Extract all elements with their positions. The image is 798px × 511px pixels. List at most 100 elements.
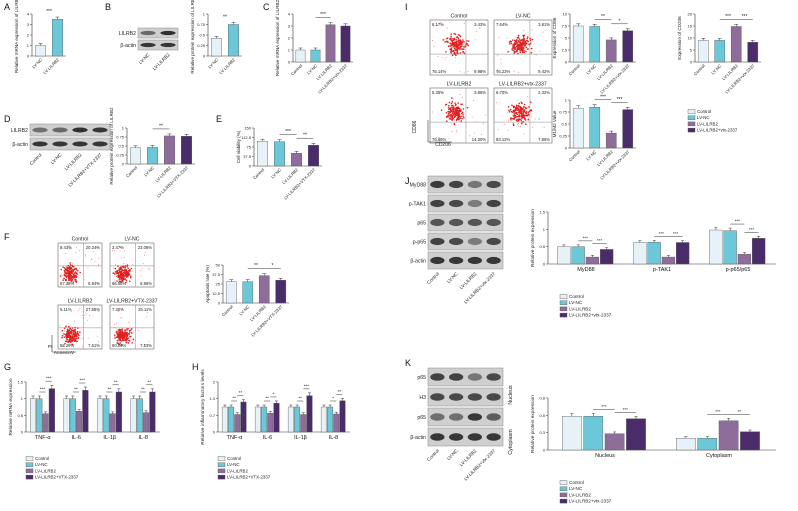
panel-letter-b: B xyxy=(105,2,111,12)
flow-event xyxy=(454,41,456,43)
flow-event xyxy=(119,334,121,337)
flow-event xyxy=(456,131,458,133)
flow-event xyxy=(94,260,96,262)
flow-event xyxy=(64,330,66,332)
flow-event xyxy=(68,333,71,336)
blot-side-label: Nucleus xyxy=(508,385,514,405)
flow-event xyxy=(60,273,62,275)
blot-band xyxy=(160,30,176,36)
flow-event xyxy=(527,113,530,115)
flow-event xyxy=(64,333,67,336)
flow-event xyxy=(453,123,456,126)
flow-event xyxy=(98,257,100,259)
significance-mark: *** xyxy=(742,14,748,20)
flow-event xyxy=(68,244,70,246)
significance-mark: *** xyxy=(623,407,629,412)
quadrant-value: 5.43% xyxy=(60,245,72,250)
flow-event xyxy=(84,255,86,257)
flow-event xyxy=(125,335,127,337)
blot-band xyxy=(486,180,501,189)
flow-plot-frame xyxy=(109,242,155,288)
bar-lv-nc xyxy=(211,38,222,57)
quadrant-value: 5.11% xyxy=(60,307,72,312)
flow-event xyxy=(460,46,462,48)
flow-event xyxy=(73,336,76,338)
flow-event xyxy=(455,36,458,39)
y-axis-label: Relative protein expression of LILRB2 xyxy=(109,107,114,185)
x-tick-label: LV-NC xyxy=(143,165,155,177)
flow-event xyxy=(447,115,449,118)
flow-event xyxy=(119,270,121,273)
flow-event xyxy=(144,254,146,256)
flow-event xyxy=(516,105,518,107)
bar-control xyxy=(320,406,327,433)
flow-event xyxy=(513,42,516,45)
blot-band xyxy=(467,199,482,208)
y-axis-label: Relative protein expression of LILRB2 xyxy=(190,0,195,74)
quadrant-value: 14.30% xyxy=(472,137,486,142)
flow-plot-title: Control xyxy=(451,14,468,20)
flow-event xyxy=(70,276,72,278)
y-tick-label: 1 xyxy=(543,227,546,232)
flow-event xyxy=(456,49,459,52)
bar-lv-lilrb2-vtx-2337 xyxy=(622,30,634,63)
flow-event xyxy=(112,281,114,283)
flow-event xyxy=(522,108,524,111)
flow-event xyxy=(476,121,478,123)
flow-event xyxy=(82,311,84,313)
flow-event xyxy=(529,42,532,45)
flow-event xyxy=(525,39,528,42)
flow-event xyxy=(518,40,520,43)
bar-lv-lilrb2-vtx-2337 xyxy=(48,388,55,433)
flow-event xyxy=(522,107,524,110)
flow-event xyxy=(117,274,120,277)
flow-event xyxy=(515,104,518,107)
significance-mark: * xyxy=(619,18,621,24)
flow-event xyxy=(126,265,128,268)
legend-label: LV-NC xyxy=(569,486,583,491)
y-tick-label: 150 xyxy=(244,126,251,131)
bar-lv-nc xyxy=(589,106,601,149)
flow-plot-title: Control xyxy=(72,237,89,243)
flow-event xyxy=(130,332,133,334)
flow-event xyxy=(113,336,115,338)
x-tick-label: IL-8 xyxy=(329,435,338,441)
flow-event xyxy=(118,268,121,270)
flow-event xyxy=(522,120,525,123)
flow-event xyxy=(528,106,530,108)
y-tick-label: 4 xyxy=(27,12,30,17)
blot-band xyxy=(467,433,482,441)
legend-label: Control xyxy=(35,456,49,461)
flow-event xyxy=(87,267,89,269)
flow-event xyxy=(458,108,461,110)
flow-event xyxy=(78,310,80,312)
flow-event xyxy=(65,335,67,338)
flow-event xyxy=(79,308,81,310)
flow-event xyxy=(451,43,454,46)
flow-event xyxy=(449,107,452,109)
blot-row-label: LILRB2 xyxy=(119,31,136,37)
flow-event xyxy=(452,50,454,53)
flow-event xyxy=(450,35,452,38)
blot-strip xyxy=(427,427,504,447)
flow-event xyxy=(431,111,433,113)
blot-strip xyxy=(29,137,111,151)
flow-event xyxy=(520,122,523,125)
flow-event xyxy=(117,265,119,267)
flow-event xyxy=(120,270,123,272)
significance-mark: *** xyxy=(725,14,731,20)
bar-lv-lilrb2-vtx-2337 xyxy=(306,395,313,433)
flow-event xyxy=(98,341,100,343)
flow-event xyxy=(516,43,519,46)
quadrant-value: 83.12% xyxy=(496,137,510,142)
flow-event xyxy=(124,331,126,333)
bar-control xyxy=(63,398,70,433)
blot-band xyxy=(52,141,68,147)
significance-mark: *** xyxy=(40,387,46,392)
flow-event xyxy=(500,62,502,64)
flow-event xyxy=(126,334,129,337)
flow-event xyxy=(70,267,73,270)
